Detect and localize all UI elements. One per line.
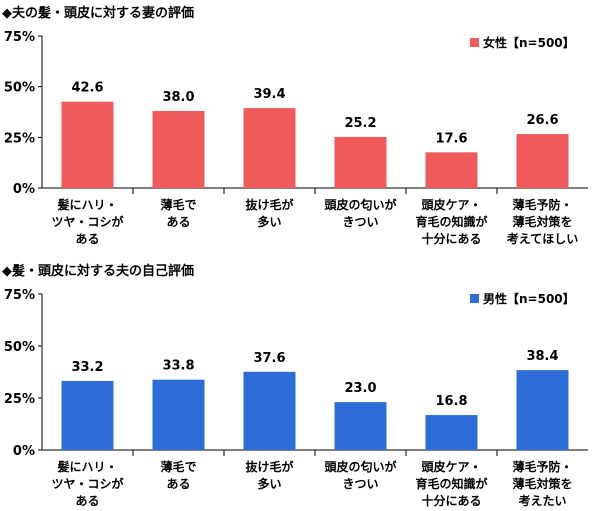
bar [152, 110, 205, 188]
legend-swatch [470, 38, 479, 47]
legend-label: 女性【n=500】 [483, 35, 575, 50]
category-label: 頭皮ケア・育毛の知識が十分にある [415, 459, 487, 508]
y-tick-label: 75% [4, 288, 35, 303]
bar [334, 136, 387, 188]
bar [243, 371, 296, 450]
chart-title: ◆髪・頭皮に対する夫の自己評価 [2, 264, 194, 279]
category-label: 抜け毛が多い [245, 459, 293, 491]
bar-value-label: 17.6 [435, 131, 467, 146]
bar-value-label: 33.8 [162, 359, 194, 374]
bar [425, 152, 478, 188]
category-label: 頭皮の匂いがきつい [324, 459, 396, 491]
legend: 男性【n=500】 [470, 291, 575, 306]
category-label: 頭皮ケア・育毛の知識が十分にある [415, 197, 487, 246]
category-label: 髪にハリ・ツヤ・コシがある [51, 197, 123, 246]
bar [516, 134, 569, 188]
chart-husbands-self-evaluation: 0% 25% 50% 75% 33.2 33.8 37.6 23.0 16.8 38.4 髪にハリ・… [4, 288, 588, 508]
chart-title: ◆夫の髪・頭皮に対する妻の評価 [2, 6, 194, 21]
bar-value-label: 33.2 [71, 360, 103, 375]
y-tick-label: 0% [13, 444, 35, 459]
bar [425, 415, 478, 450]
y-tick-label: 50% [4, 81, 35, 96]
y-tick-label: 75% [4, 30, 35, 45]
chart-wives-evaluation: 0% 25% 50% 75% 42.6 38.0 39.4 25.2 17.6 26.6 髪にハリ・… [4, 30, 588, 246]
bar-value-label: 38.4 [526, 349, 558, 364]
bar-value-label: 16.8 [435, 394, 467, 409]
bar-value-label: 25.2 [344, 116, 376, 131]
category-label: 薄毛である [160, 459, 196, 491]
bar [516, 370, 569, 450]
bar [334, 402, 387, 450]
bar-value-label: 42.6 [71, 81, 103, 96]
bar-value-label: 38.0 [162, 90, 194, 105]
bar [152, 379, 205, 450]
category-label: 髪にハリ・ツヤ・コシがある [51, 459, 123, 508]
bar [243, 108, 296, 188]
category-label: 薄毛予防・薄毛対策を考えたい [512, 459, 572, 508]
bar-value-label: 39.4 [253, 87, 285, 102]
bar-value-label: 37.6 [253, 351, 285, 366]
category-label: 頭皮の匂いがきつい [324, 197, 396, 229]
bar [61, 101, 114, 188]
legend-swatch [470, 294, 479, 303]
bar-value-label: 26.6 [526, 113, 558, 128]
category-label: 薄毛予防・薄毛対策を考えてほしい [507, 197, 578, 246]
legend: 女性【n=500】 [470, 35, 575, 50]
y-tick-label: 50% [4, 340, 35, 355]
y-tick-label: 25% [4, 131, 35, 146]
category-label: 薄毛である [160, 197, 196, 229]
bar [61, 380, 114, 450]
category-label: 抜け毛が多い [245, 197, 293, 229]
y-tick-label: 25% [4, 392, 35, 407]
legend-label: 男性【n=500】 [483, 291, 575, 306]
bar-value-label: 23.0 [344, 381, 376, 396]
y-tick-label: 0% [13, 182, 35, 197]
